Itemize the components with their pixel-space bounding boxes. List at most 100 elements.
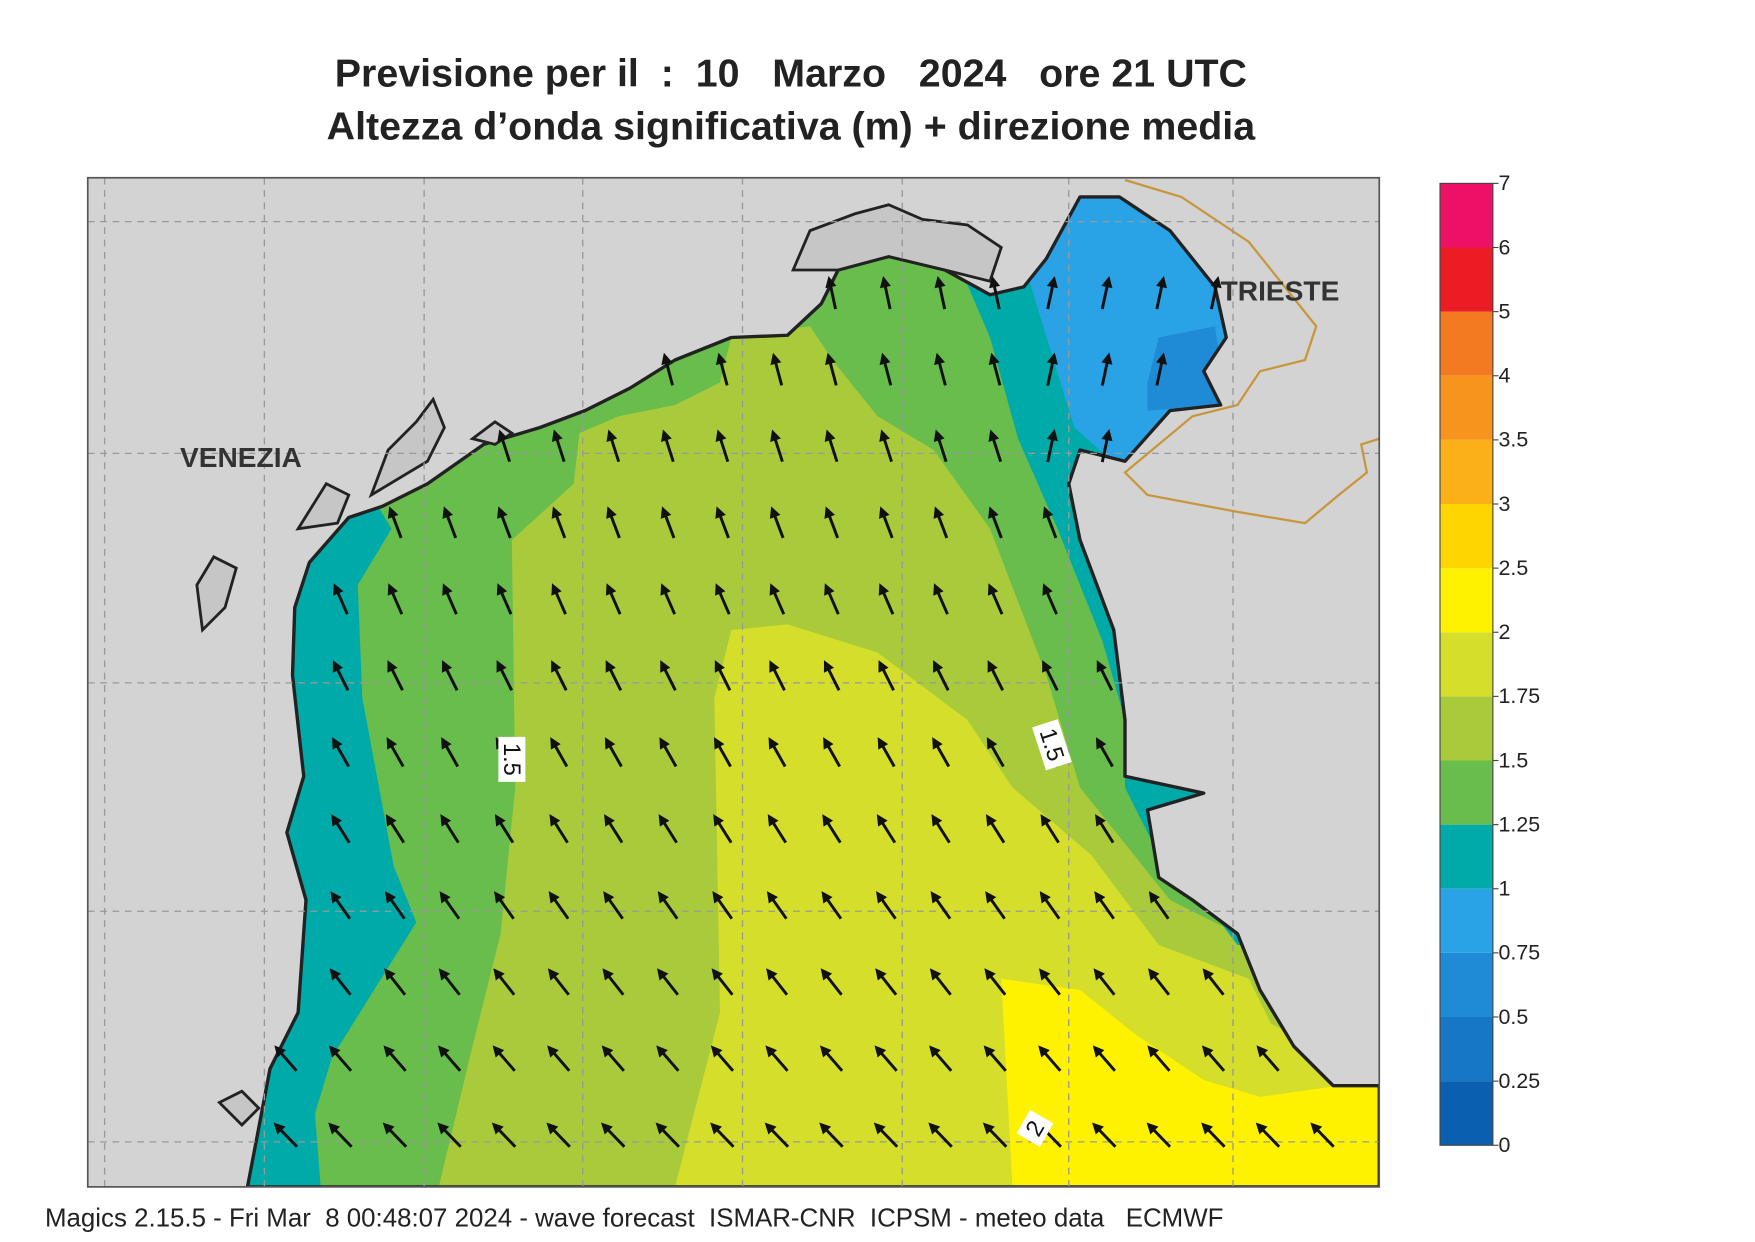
arrow-head xyxy=(713,814,724,827)
colorbar-bin xyxy=(1440,439,1493,504)
arrow-head xyxy=(328,1122,341,1135)
arrow-head xyxy=(657,968,669,981)
arrow-head xyxy=(879,506,890,519)
arrow-head xyxy=(602,968,614,981)
arrow-head xyxy=(601,1045,614,1058)
colorbar-bin xyxy=(1440,183,1493,248)
arrow-head xyxy=(661,352,673,366)
arrow-head xyxy=(441,737,452,750)
arrow-head xyxy=(328,1045,341,1058)
zone xyxy=(1147,326,1227,411)
arrow-head xyxy=(1046,429,1058,442)
arrow-head xyxy=(437,1122,450,1135)
arrow-head xyxy=(1042,660,1053,673)
colorbar-label: 0.5 xyxy=(1499,1005,1529,1029)
arrow-head xyxy=(440,814,452,827)
arrow-head xyxy=(494,814,506,827)
arrow-head xyxy=(493,968,505,981)
arrow-head xyxy=(933,506,945,519)
label-box xyxy=(498,736,526,782)
arrow-head xyxy=(988,429,1000,442)
arrow-head xyxy=(767,814,779,827)
arrow-head xyxy=(605,660,616,673)
arrow-head xyxy=(988,506,999,519)
arrow-head xyxy=(825,352,836,366)
colorbar-label: 0.75 xyxy=(1499,941,1541,965)
arrow-head xyxy=(928,1122,941,1135)
arrow-head xyxy=(876,814,888,827)
arrow-head xyxy=(822,814,834,827)
arrow-head xyxy=(710,1122,722,1135)
arrow-head xyxy=(385,814,397,827)
arrow-head xyxy=(1039,891,1051,904)
arrow-head xyxy=(1092,1122,1104,1135)
colorbar-label: 5 xyxy=(1499,299,1511,323)
footer: Magics 2.15.5 - Fri Mar 8 00:48:07 2024 … xyxy=(45,1204,1223,1232)
arrow-head xyxy=(879,276,891,289)
arrow-head xyxy=(1202,968,1215,981)
arrow-head xyxy=(384,968,396,981)
arrow-head xyxy=(549,814,561,827)
arrow-head xyxy=(330,891,342,904)
arrow-head xyxy=(985,891,997,904)
arrow-head xyxy=(442,506,454,519)
arrow-head xyxy=(382,1122,395,1135)
arrow-head xyxy=(712,891,724,904)
arrow-head xyxy=(766,891,778,904)
arrow-head xyxy=(442,660,453,673)
colorbar-label: 1.75 xyxy=(1499,684,1541,708)
zone xyxy=(1001,978,1380,1187)
arrow-head xyxy=(715,352,727,366)
arrow-head xyxy=(715,506,726,519)
arrow-head xyxy=(550,737,561,750)
arrow-head xyxy=(547,968,560,981)
arrow-head xyxy=(1201,1045,1214,1058)
arrow-head xyxy=(604,737,616,750)
islands xyxy=(195,203,1003,1127)
plot-frame xyxy=(86,176,1381,1188)
arrow-head xyxy=(1310,1122,1323,1135)
arrow-head xyxy=(1095,737,1107,750)
arrow-head xyxy=(1101,429,1113,442)
arrow-head xyxy=(605,583,617,596)
arrow-head xyxy=(875,968,887,981)
arrow-head xyxy=(657,891,669,904)
arrow-head xyxy=(766,968,778,981)
arrow-head xyxy=(934,352,946,366)
arrow-head xyxy=(878,660,889,673)
arrow-head xyxy=(660,506,672,519)
colorbar: 0 0.25 0.5 0.75 1 1.25 1.5 1.75 2 2.5 3 3.5 4 5 6 7 xyxy=(1439,171,1541,1157)
arrow-head xyxy=(764,1122,777,1135)
arrow-head xyxy=(438,1045,450,1058)
arrow-head xyxy=(1148,968,1160,981)
arrow-head xyxy=(1042,506,1054,519)
label-box xyxy=(1016,1109,1054,1147)
arrow-head xyxy=(1256,1045,1269,1058)
arrow-head xyxy=(1093,968,1105,981)
arrow-head xyxy=(1092,1045,1105,1058)
arrow-head xyxy=(715,429,727,442)
colorbar-bin xyxy=(1440,824,1493,889)
arrow-head xyxy=(331,814,342,827)
place-label: TRIESTE xyxy=(1221,275,1340,306)
arrow-head xyxy=(714,660,725,673)
colorbar-bin xyxy=(1440,247,1493,312)
arrow-head xyxy=(769,660,780,673)
arrow-head xyxy=(989,276,1001,289)
arrow-head xyxy=(987,660,998,673)
arrow-head xyxy=(1042,583,1053,596)
title: Previsione per il : 10 Marzo 2024 ore 21… xyxy=(335,52,1247,96)
arrow-head xyxy=(274,1045,286,1058)
arrow-head xyxy=(606,429,618,442)
colorbar-label: 2 xyxy=(1499,620,1511,644)
colorbar-label: 1 xyxy=(1499,877,1511,901)
arrow-head xyxy=(819,1122,832,1135)
arrow-head xyxy=(711,968,723,981)
arrow-head xyxy=(604,814,615,827)
arrow-head xyxy=(1146,1122,1159,1135)
arrow-head xyxy=(606,506,617,519)
arrow-head xyxy=(1156,352,1168,365)
arrow-head xyxy=(769,506,781,519)
arrow-head xyxy=(660,660,671,673)
colorbar-frame xyxy=(1439,182,1494,1146)
